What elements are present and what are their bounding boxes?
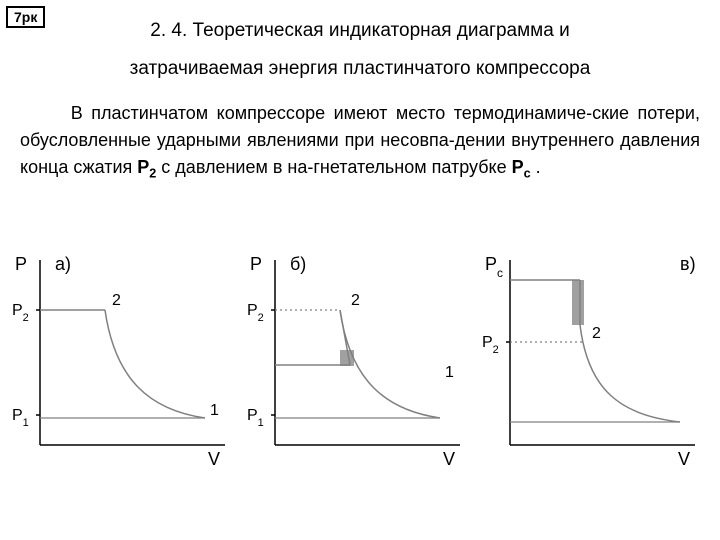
diagram-c-svg: Рс в) V Р2 2 [480, 250, 710, 470]
paragraph-end: . [531, 157, 541, 177]
svg-text:2: 2 [112, 292, 121, 309]
svg-text:Р2: Р2 [12, 302, 29, 324]
svg-text:1: 1 [210, 402, 219, 419]
section-subtitle: затрачиваемая энергия пластинчатого комп… [0, 58, 720, 80]
diagram-a: Ра) V Р2 Р1 2 1 [10, 250, 240, 470]
symbol-pc: Рс [512, 157, 531, 177]
symbol-pc-letter: Р [512, 157, 524, 177]
svg-text:Р1: Р1 [12, 407, 29, 429]
svg-text:Р: Р [250, 254, 262, 274]
paragraph-indent [20, 103, 71, 123]
svg-text:Р: Р [15, 254, 27, 274]
svg-text:Р1: Р1 [247, 407, 264, 429]
diagram-b-svg: Рб) V Р2 Р1 2 1 [245, 250, 475, 470]
svg-text:Р2: Р2 [482, 334, 499, 356]
body-paragraph: В пластинчатом компрессоре имеют место т… [20, 100, 700, 183]
svg-text:V: V [208, 449, 220, 469]
svg-text:V: V [443, 449, 455, 469]
paragraph-text-2: с давлением в на-гнетательном патрубке [156, 157, 511, 177]
diagram-row: Ра) V Р2 Р1 2 1 Рб) V Р2 Р1 2 1 Рс в) V Р2 2 [10, 250, 710, 470]
diagram-c: Рс в) V Р2 2 [480, 250, 710, 470]
svg-text:1: 1 [445, 364, 454, 381]
symbol-pc-sub: с [524, 167, 531, 181]
svg-text:2: 2 [592, 325, 601, 342]
diagram-b: Рб) V Р2 Р1 2 1 [245, 250, 475, 470]
diagram-a-svg: Ра) V Р2 Р1 2 1 [10, 250, 240, 470]
svg-text:а): а) [55, 254, 71, 274]
svg-text:в): в) [680, 254, 696, 274]
svg-text:V: V [678, 449, 690, 469]
section-title: 2. 4. Теоретическая индикаторная диаграм… [0, 20, 720, 42]
svg-text:Р2: Р2 [247, 302, 264, 324]
svg-text:Рс: Рс [485, 254, 503, 280]
symbol-p2-letter: Р [137, 157, 149, 177]
svg-text:2: 2 [351, 292, 360, 309]
svg-text:б): б) [290, 254, 306, 274]
symbol-p2: Р2 [137, 157, 156, 177]
